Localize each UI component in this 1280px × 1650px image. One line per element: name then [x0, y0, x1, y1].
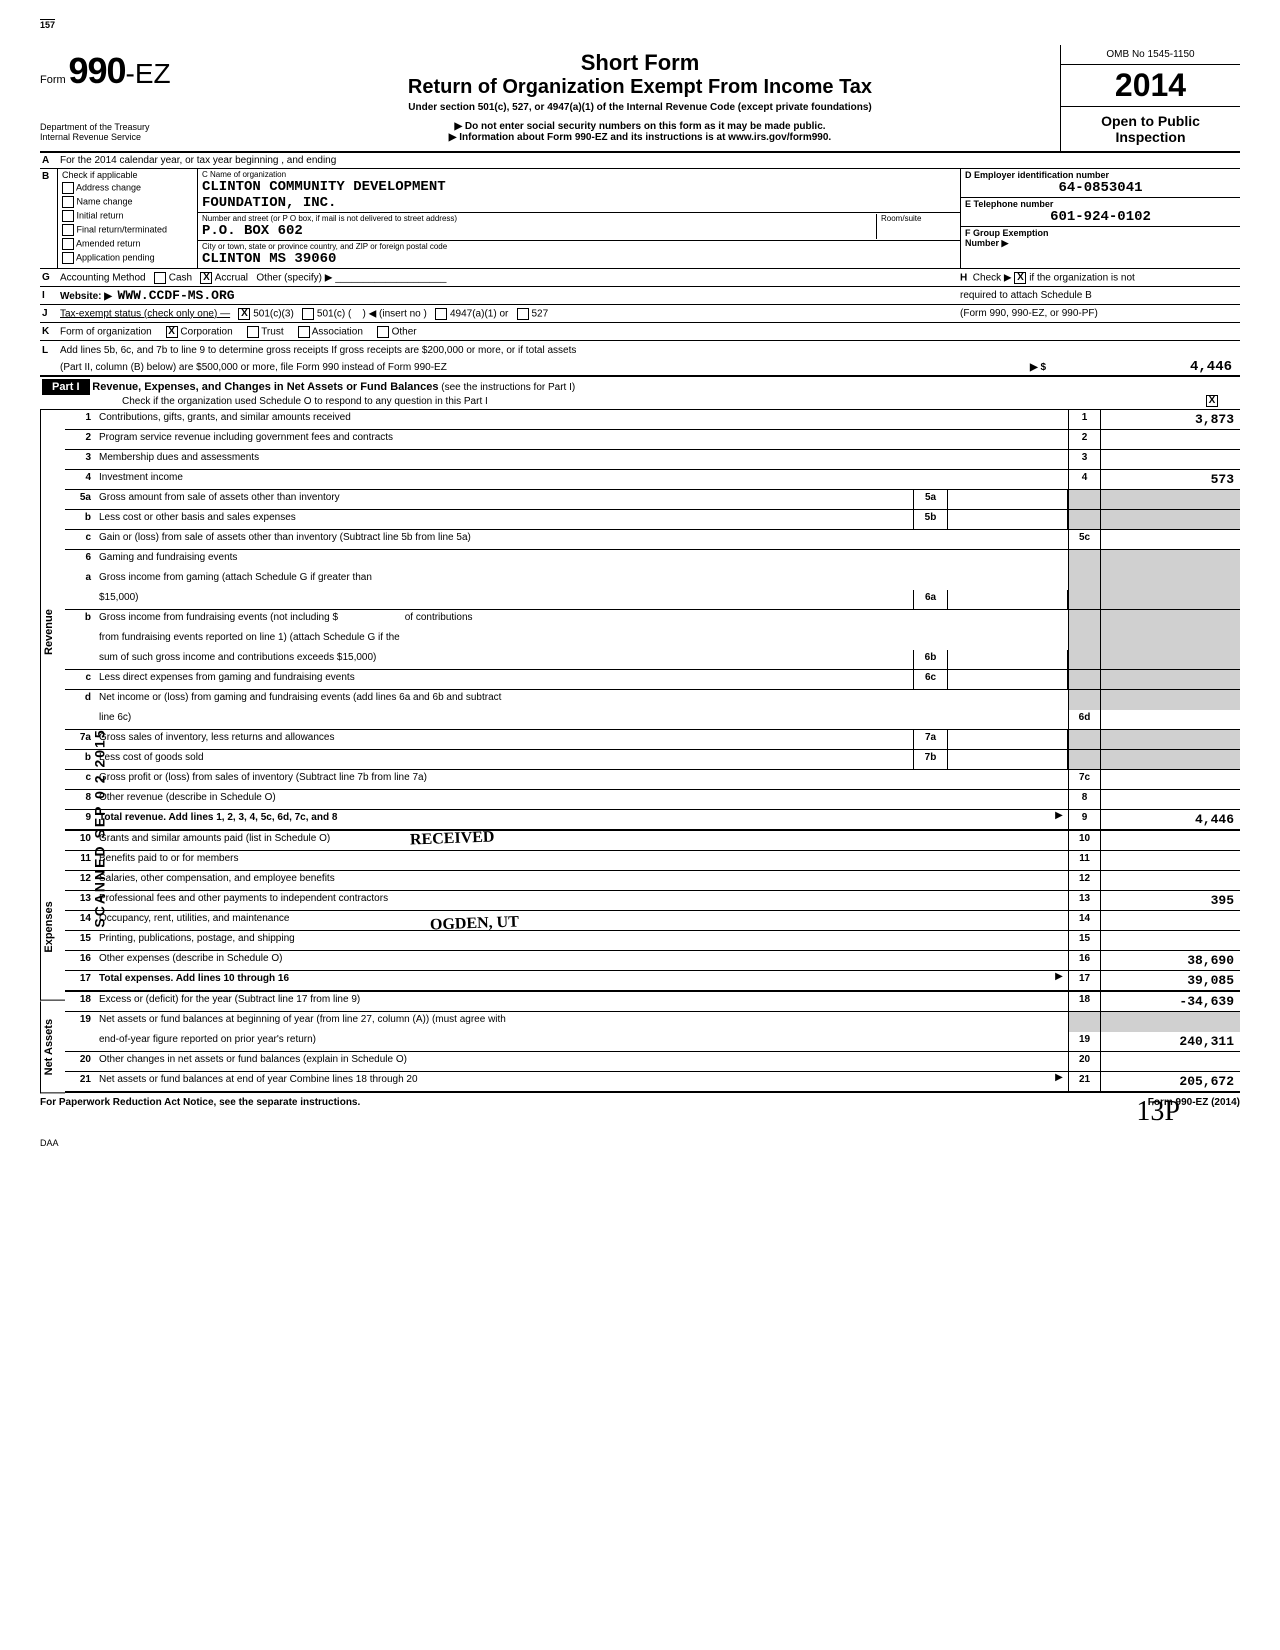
checkbox-527[interactable]: [517, 308, 529, 320]
dept1: Department of the Treasury: [40, 122, 220, 132]
tax-year: 2014: [1061, 65, 1240, 107]
checkbox-schedule-o[interactable]: X: [1206, 395, 1218, 407]
checkbox-name[interactable]: [62, 196, 74, 208]
line-17-val: 39,085: [1100, 971, 1240, 990]
checkbox-trust[interactable]: [247, 326, 259, 338]
page-corner-number: 13P: [1136, 1096, 1180, 1128]
omb-number: OMB No 1545-1150: [1061, 45, 1240, 65]
line-6d-val: [1100, 710, 1240, 729]
line-9-val: 4,446: [1100, 810, 1240, 829]
part-1-table: Revenue Expenses Net Assets 1Contributio…: [40, 410, 1240, 1093]
form-word: Form: [40, 74, 66, 86]
line-14-val: [1100, 911, 1240, 930]
line-8-val: [1100, 790, 1240, 809]
form-number: 990: [68, 50, 125, 91]
section-g-h: G Accounting Method Cash X Accrual Other…: [40, 269, 1240, 287]
checkbox-pending[interactable]: [62, 252, 74, 264]
line-15-val: [1100, 931, 1240, 950]
gross-receipts: 4,446: [1080, 359, 1240, 375]
checkbox-schedule-b[interactable]: X: [1014, 272, 1026, 284]
website: WWW.CCDF-MS.ORG: [118, 288, 235, 303]
checkbox-corp[interactable]: X: [166, 326, 178, 338]
line-5c-val: [1100, 530, 1240, 549]
telephone: 601-924-0102: [965, 209, 1236, 225]
section-l-2: (Part II, column (B) below) are $500,000…: [40, 359, 1240, 377]
line-1-val: 3,873: [1100, 410, 1240, 429]
org-name-2: FOUNDATION, INC.: [202, 195, 956, 211]
line-13-val: 395: [1100, 891, 1240, 910]
org-name-1: CLINTON COMMUNITY DEVELOPMENT: [202, 179, 956, 195]
subtitle: Under section 501(c), 527, or 4947(a)(1)…: [230, 102, 1050, 113]
scanned-stamp: SCANNED SEP 0 2 2015: [92, 728, 108, 927]
part-1-header: Part I Revenue, Expenses, and Changes in…: [40, 377, 1240, 410]
form-header: Form 990-EZ Department of the Treasury I…: [40, 45, 1240, 153]
line-21-val: 205,672: [1100, 1072, 1240, 1091]
revenue-label: Revenue: [40, 410, 65, 854]
received-stamp: RECEIVED: [410, 829, 495, 850]
checkbox-other-org[interactable]: [377, 326, 389, 338]
checkbox-initial[interactable]: [62, 210, 74, 222]
footer: For Paperwork Reduction Act Notice, see …: [40, 1093, 1240, 1108]
section-i: I Website: ▶ WWW.CCDF-MS.ORG required to…: [40, 287, 1240, 305]
daa: DAA: [40, 1138, 1240, 1148]
checkbox-assoc[interactable]: [298, 326, 310, 338]
line-12-val: [1100, 871, 1240, 890]
netassets-label: Net Assets: [40, 1001, 65, 1093]
warning: ▶ Do not enter social security numbers o…: [230, 121, 1050, 132]
section-l-1: L Add lines 5b, 6c, and 7b to line 9 to …: [40, 341, 1240, 359]
open-public: Open to Public Inspection: [1061, 107, 1240, 151]
checkbox-address[interactable]: [62, 182, 74, 194]
return-title: Return of Organization Exempt From Incom…: [230, 76, 1050, 99]
section-k: K Form of organization X Corporation Tru…: [40, 323, 1240, 341]
checkbox-501c3[interactable]: X: [238, 308, 250, 320]
line-7c-val: [1100, 770, 1240, 789]
ein: 64-0853041: [965, 180, 1236, 196]
section-j: J Tax-exempt status (check only one) — X…: [40, 305, 1240, 323]
checkbox-501c[interactable]: [302, 308, 314, 320]
dept2: Internal Revenue Service: [40, 132, 220, 142]
section-def: D Employer identification number 64-0853…: [960, 169, 1240, 268]
line-11-val: [1100, 851, 1240, 870]
line-2-val: [1100, 430, 1240, 449]
line-10-val: [1100, 831, 1240, 850]
section-c: C Name of organization CLINTON COMMUNITY…: [198, 169, 960, 268]
org-address: P.O. BOX 602: [202, 223, 876, 239]
line-3-val: [1100, 450, 1240, 469]
line-19-val: 240,311: [1100, 1032, 1240, 1051]
short-form-title: Short Form: [230, 50, 1050, 76]
ogden-stamp: OGDEN, UT: [430, 913, 519, 934]
checkbox-final[interactable]: [62, 224, 74, 236]
title-block: Short Form Return of Organization Exempt…: [220, 45, 1060, 148]
year-block: OMB No 1545-1150 2014 Open to Public Ins…: [1060, 45, 1240, 151]
org-city: CLINTON MS 39060: [202, 251, 956, 267]
checkbox-amended[interactable]: [62, 238, 74, 250]
form-label-block: Form 990-EZ Department of the Treasury I…: [40, 45, 220, 147]
page-marker: 157: [40, 20, 1240, 30]
line-18-val: -34,639: [1100, 992, 1240, 1011]
section-b-checks: Check if applicable Address change Name …: [58, 169, 198, 268]
info-link: ▶ Information about Form 990-EZ and its …: [230, 132, 1050, 143]
section-a: A For the 2014 calendar year, or tax yea…: [40, 153, 1240, 169]
line-4-val: 573: [1100, 470, 1240, 489]
checkbox-4947[interactable]: [435, 308, 447, 320]
line-20-val: [1100, 1052, 1240, 1071]
expenses-label: Expenses: [40, 854, 65, 1001]
checkbox-accrual[interactable]: X: [200, 272, 212, 284]
line-16-val: 38,690: [1100, 951, 1240, 970]
checkbox-cash[interactable]: [154, 272, 166, 284]
org-info-grid: B Check if applicable Address change Nam…: [40, 169, 1240, 269]
